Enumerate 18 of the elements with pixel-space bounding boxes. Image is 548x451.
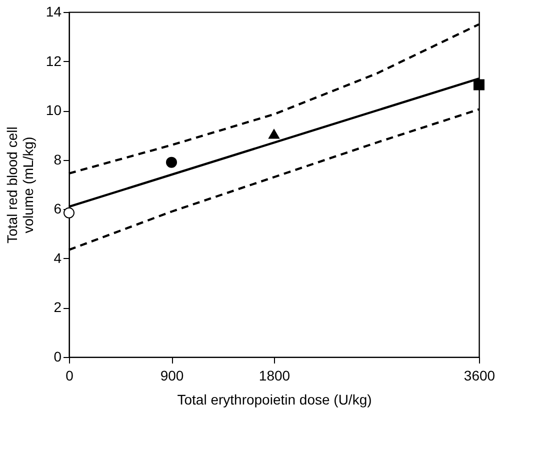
y-axis-title: Total red blood cell volume (mL/kg) — [4, 126, 36, 244]
y-tick-label: 6 — [54, 200, 62, 217]
y-tick-label: 2 — [54, 299, 62, 316]
point — [64, 207, 74, 218]
y-tick-label: 4 — [54, 250, 62, 266]
x-axis-title: Total erythropoietin dose (U/kg) — [177, 392, 372, 408]
x-tick-label: 1800 — [258, 368, 290, 384]
y-tick-label: 10 — [46, 102, 62, 118]
x-tick-label: 3600 — [464, 368, 496, 384]
y-tick-label: 0 — [54, 348, 62, 364]
point — [268, 129, 280, 139]
point — [474, 79, 484, 90]
x-tick-label: 900 — [160, 368, 184, 384]
y-tick-label: 8 — [54, 151, 62, 168]
y-tick-label: 14 — [46, 4, 62, 20]
y-tick-label: 12 — [46, 52, 62, 69]
point — [166, 156, 177, 168]
x-tick-label: 0 — [66, 368, 74, 384]
